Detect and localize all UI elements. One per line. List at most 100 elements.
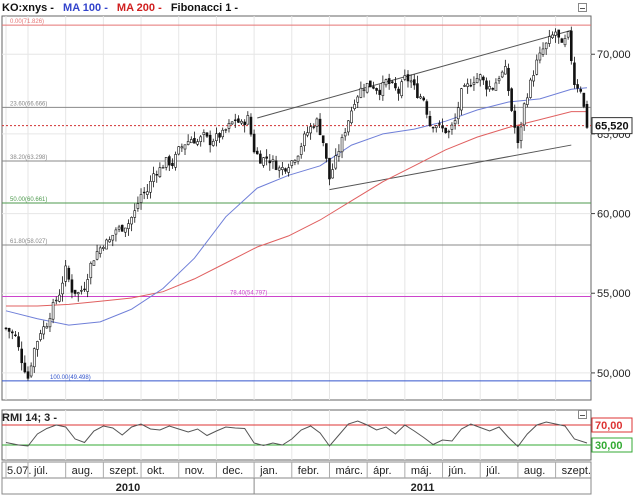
candle-body-108 xyxy=(343,132,347,137)
candle-body-5 xyxy=(20,348,24,364)
fib-label-1: 23.60(66.666) xyxy=(10,101,47,107)
x-month-label-0: 5.07. xyxy=(7,465,31,477)
candle-body-113 xyxy=(359,87,363,98)
candle-body-50 xyxy=(161,167,165,169)
y-tick-label-3: 55,000 xyxy=(597,288,631,300)
x-month-label-12: jún. xyxy=(448,465,467,477)
candle-body-43 xyxy=(139,194,143,203)
candle-body-155 xyxy=(491,87,495,90)
candle-body-119 xyxy=(378,89,382,95)
legend-symbol[interactable]: KO:xnys - xyxy=(2,2,54,14)
candle-body-104 xyxy=(331,169,334,179)
candle-body-96 xyxy=(306,132,309,136)
candle-body-73 xyxy=(233,119,237,121)
candle-body-7 xyxy=(26,371,30,379)
legend-fibonacci[interactable]: Fibonacci 1 - xyxy=(170,2,239,14)
price-panel-minimize-icon[interactable] xyxy=(578,3,587,12)
candle-body-170 xyxy=(538,52,542,61)
candle-body-66 xyxy=(211,140,215,146)
rmi-panel-minimize-icon[interactable] xyxy=(578,410,587,419)
candle-body-61 xyxy=(196,141,199,145)
candle-body-82 xyxy=(262,157,265,166)
candle-body-65 xyxy=(208,134,212,146)
candle-body-22 xyxy=(73,289,77,294)
candle-body-123 xyxy=(390,81,394,83)
channel-lower-line xyxy=(329,144,572,191)
candle-body-55 xyxy=(177,146,181,155)
candle-body-146 xyxy=(463,85,466,87)
candle-body-37 xyxy=(120,224,124,232)
x-year-label-0: 2010 xyxy=(116,482,140,494)
candle-body-39 xyxy=(127,223,130,229)
x-month-label-10: ápr. xyxy=(373,465,391,477)
candle-body-72 xyxy=(230,121,234,125)
candle-body-79 xyxy=(252,133,256,153)
candle-body-160 xyxy=(507,67,510,92)
candle-body-10 xyxy=(36,341,39,350)
candle-body-166 xyxy=(526,97,529,105)
candle-body-109 xyxy=(347,120,350,133)
legend-ma200[interactable]: MA 200 - xyxy=(116,2,162,14)
last-price-badge xyxy=(591,117,633,135)
candle-body-121 xyxy=(384,79,388,86)
candle-body-142 xyxy=(450,124,454,130)
x-month-label-9: márc. xyxy=(335,465,363,477)
candle-body-167 xyxy=(529,79,532,98)
x-month-label-14: aug. xyxy=(524,465,545,477)
x-year-label-1: 2011 xyxy=(411,482,435,494)
candle-body-125 xyxy=(397,88,400,94)
candle-body-149 xyxy=(472,82,476,85)
rmi-legend[interactable]: RMI 14; 3 - xyxy=(2,412,57,424)
candle-body-40 xyxy=(130,217,133,225)
candle-body-51 xyxy=(164,157,168,168)
rmi-line xyxy=(5,420,588,448)
candle-body-28 xyxy=(92,260,96,266)
candle-body-68 xyxy=(218,133,221,138)
candle-body-56 xyxy=(180,146,184,149)
candle-body-158 xyxy=(500,71,504,78)
candle-body-21 xyxy=(70,279,74,293)
x-month-label-13: júl. xyxy=(485,465,500,477)
candle-body-117 xyxy=(372,86,375,89)
candle-body-118 xyxy=(375,88,378,91)
candle-body-46 xyxy=(149,180,152,193)
candle-body-77 xyxy=(246,115,250,125)
candle-body-101 xyxy=(321,135,325,143)
candle-body-103 xyxy=(328,157,331,180)
candle-body-130 xyxy=(412,79,416,86)
candle-body-32 xyxy=(105,239,108,250)
candle-body-129 xyxy=(409,80,413,83)
x-month-label-8: febr. xyxy=(298,465,319,477)
candle-body-139 xyxy=(441,125,444,129)
candle-body-164 xyxy=(519,126,523,141)
rmi-legend-label: RMI 14; 3 - xyxy=(2,412,58,424)
fib-label-0: 0.00(71.826) xyxy=(10,19,44,25)
candle-body-124 xyxy=(394,83,397,89)
candle-body-151 xyxy=(478,74,482,81)
candle-body-71 xyxy=(227,123,231,129)
candle-body-54 xyxy=(174,154,177,168)
candle-body-115 xyxy=(365,82,369,93)
candle-body-60 xyxy=(193,138,196,144)
candle-body-174 xyxy=(551,34,554,38)
candle-body-156 xyxy=(494,82,498,91)
x-month-label-5: nov. xyxy=(185,465,205,477)
candle-body-26 xyxy=(86,279,89,292)
price-legend: KO:xnys - MA 100 - MA 200 - Fibonacci 1 … xyxy=(2,2,244,14)
candle-body-152 xyxy=(482,76,485,81)
candle-body-59 xyxy=(189,139,193,144)
candle-body-75 xyxy=(240,120,243,124)
candle-body-36 xyxy=(117,226,121,230)
candle-body-69 xyxy=(221,129,224,138)
candle-body-9 xyxy=(32,348,36,368)
candle-body-116 xyxy=(369,80,372,88)
y-tick-label-2: 60,000 xyxy=(597,209,631,221)
ma200-line xyxy=(6,111,587,307)
candle-body-106 xyxy=(337,151,341,157)
x-month-label-6: dec. xyxy=(222,465,243,477)
legend-ma100[interactable]: MA 100 - xyxy=(63,2,108,14)
candle-body-24 xyxy=(80,290,83,292)
candle-body-122 xyxy=(387,78,391,84)
candle-body-6 xyxy=(23,362,27,373)
x-month-label-15: szept. xyxy=(562,465,591,477)
